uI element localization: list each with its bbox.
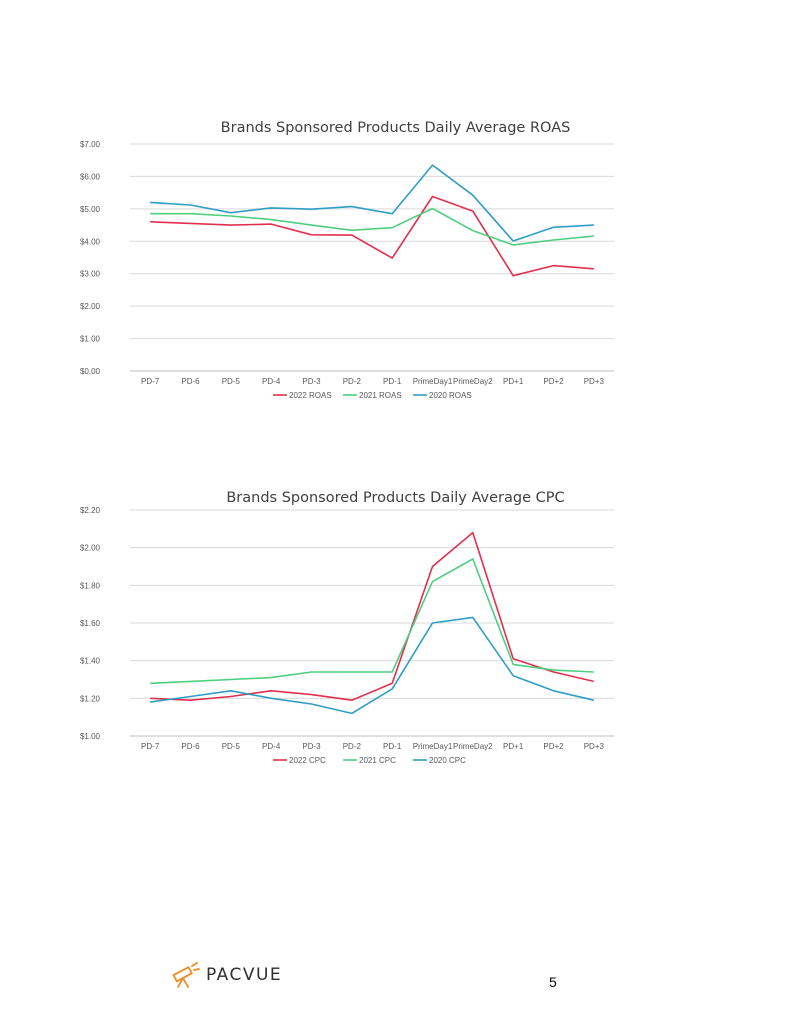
- x-tick-label: PD-3: [302, 742, 321, 751]
- telescope-icon: [172, 962, 200, 988]
- x-tick-label: PD-7: [141, 377, 160, 386]
- cpc-chart-plot: $1.00 $1.20 $1.40 $1.60 $1.80 $2.00 $2.20 PD-7 P…: [80, 506, 614, 765]
- x-tick-label: PD+2: [543, 742, 564, 751]
- x-tick-label: PD-4: [262, 742, 281, 751]
- x-tick-label: PD+1: [503, 377, 524, 386]
- y-tick-label: $4.00: [80, 237, 101, 246]
- roas-chart: Brands Sponsored Products Daily Average …: [0, 110, 791, 440]
- y-tick-label: $6.00: [80, 172, 101, 181]
- x-tick-label: PD-2: [343, 377, 362, 386]
- page-number: 5: [549, 974, 557, 990]
- series-line: [150, 616, 594, 715]
- legend-label: 2021 ROAS: [359, 391, 402, 400]
- y-tick-label: $5.00: [80, 205, 101, 214]
- cpc-chart-title: Brands Sponsored Products Daily Average …: [226, 490, 565, 506]
- y-tick-label: $1.00: [80, 335, 101, 344]
- series-line: [150, 558, 594, 685]
- legend-label: 2022 ROAS: [289, 391, 332, 400]
- y-tick-label: $2.20: [80, 506, 101, 515]
- y-tick-label: $2.00: [80, 544, 101, 553]
- y-tick-label: $2.00: [80, 302, 101, 311]
- x-tick-label: PrimeDay1: [413, 377, 453, 386]
- series-line: [150, 207, 594, 246]
- y-tick-label: $0.00: [80, 367, 101, 376]
- y-tick-label: $7.00: [80, 140, 101, 149]
- legend-label: 2021 CPC: [359, 756, 396, 765]
- y-tick-label: $1.60: [80, 619, 101, 628]
- x-tick-label: PrimeDay2: [453, 377, 493, 386]
- x-tick-label: PD-7: [141, 742, 160, 751]
- series-line: [150, 531, 594, 701]
- x-tick-label: PD-3: [302, 377, 321, 386]
- x-tick-label: PD+1: [503, 742, 524, 751]
- x-tick-label: PD-2: [343, 742, 362, 751]
- logo-text: PACVUE: [206, 965, 283, 985]
- x-tick-label: PD+3: [584, 742, 605, 751]
- legend-label: 2022 CPC: [289, 756, 326, 765]
- pacvue-logo: PACVUE: [170, 960, 282, 990]
- x-tick-label: PD-1: [383, 742, 402, 751]
- series-line: [150, 195, 594, 277]
- y-tick-label: $3.00: [80, 270, 101, 279]
- y-tick-label: $1.80: [80, 581, 101, 590]
- x-tick-label: PD-6: [181, 742, 200, 751]
- x-tick-label: PD-5: [222, 377, 241, 386]
- x-tick-label: PrimeDay2: [453, 742, 493, 751]
- roas-chart-plot: $0.00 $1.00 $2.00 $3.00 $4.00 $5.00 $6.00 $7.00…: [80, 140, 614, 400]
- x-tick-label: PD-1: [383, 377, 402, 386]
- cpc-chart: Brands Sponsored Products Daily Average …: [0, 480, 791, 780]
- y-tick-label: $1.40: [80, 657, 101, 666]
- x-tick-label: PD-6: [181, 377, 200, 386]
- legend-label: 2020 CPC: [429, 756, 466, 765]
- x-tick-label: PrimeDay1: [413, 742, 453, 751]
- legend-label: 2020 ROAS: [429, 391, 472, 400]
- x-tick-label: PD-4: [262, 377, 281, 386]
- y-tick-label: $1.00: [80, 732, 101, 741]
- roas-chart-title: Brands Sponsored Products Daily Average …: [220, 120, 571, 136]
- x-tick-label: PD+3: [584, 377, 605, 386]
- y-tick-label: $1.20: [80, 694, 101, 703]
- x-tick-label: PD-5: [222, 742, 241, 751]
- x-tick-label: PD+2: [543, 377, 564, 386]
- series-line: [150, 164, 594, 242]
